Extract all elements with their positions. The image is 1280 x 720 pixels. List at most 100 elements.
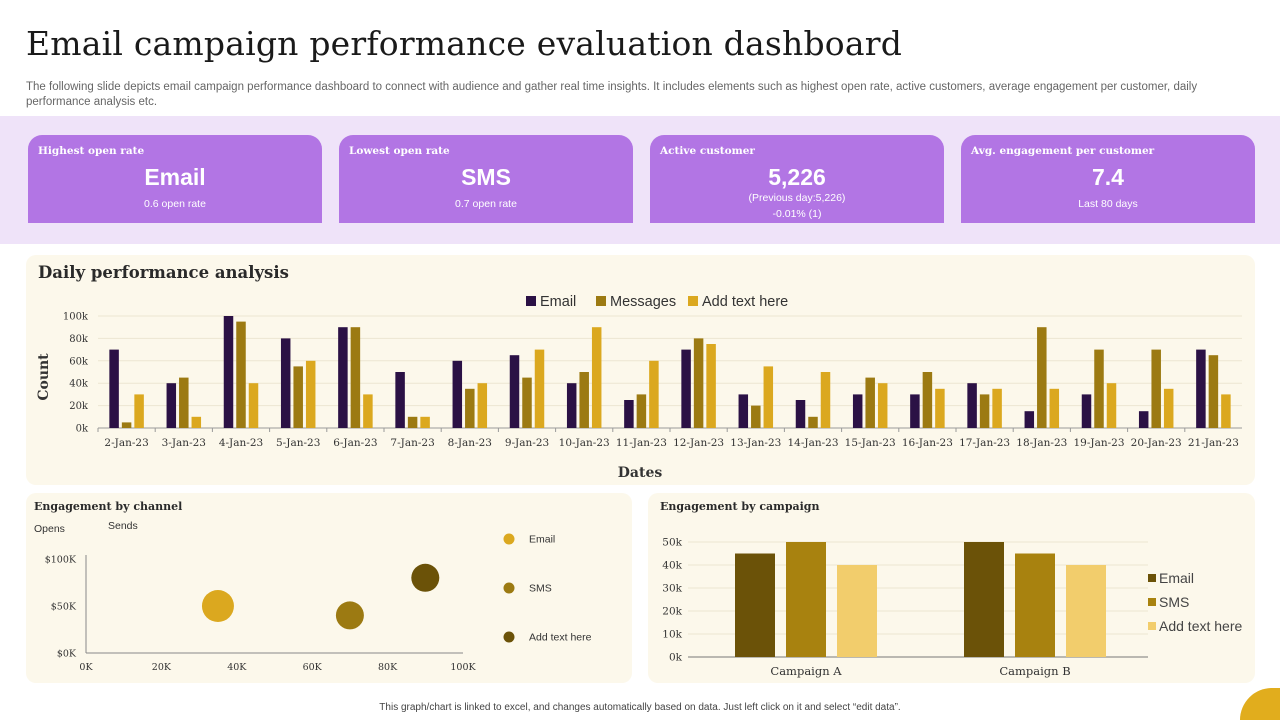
kpi-value: 5,226 [768,164,826,190]
x-tick-label: 9-Jan-23 [505,437,549,449]
x-tick-label: 17-Jan-23 [959,437,1010,449]
legend-label: Add text here [1159,618,1242,634]
legend-marker [503,582,515,594]
bar-add-text-here [649,360,659,428]
bar-messages [407,416,418,428]
x-tick-label: 21-Jan-23 [1188,437,1239,449]
legend-label: Add text here [529,632,592,644]
x-tick-label: 5-Jan-23 [276,437,320,449]
legend-swatch [1148,598,1156,606]
bar-email [452,360,463,428]
bar-add-text-here [1106,383,1117,428]
legend-label: Email [529,534,555,546]
kpi-sub-change: -0.01% (1) [772,208,822,220]
bar-email [624,400,634,428]
bar-add-text-here [591,327,602,428]
bar-add-text-here [820,372,831,428]
x-axis-title: Sends [108,520,138,532]
x-tick-label: 4-Jan-23 [219,437,263,449]
bar-email [223,316,234,428]
bar-email [735,553,775,657]
bubble-sms [335,601,364,630]
kpi-sub: 0.7 open rate [455,198,517,210]
page-subtitle: The following slide depicts email campai… [26,81,1198,108]
bar-sms [786,542,826,657]
bar-email [509,355,520,428]
y-tick-label: $0K [57,649,77,660]
bar-add-text-here [420,416,430,428]
bar-add-text-here [837,565,877,657]
bar-email [738,394,749,428]
kpi-sub: (Previous day:5,226) [748,192,846,204]
y-tick-label: 40k [69,379,89,390]
bar-messages [1208,355,1219,428]
kpi-value: 7.4 [1092,164,1124,190]
bar-add-text-here [363,394,373,428]
page-title: Email campaign performance evaluation da… [26,24,903,63]
bar-messages [465,388,475,428]
bar-messages [350,327,361,428]
x-tick-label: 0K [79,662,93,673]
kpi-label: Highest open rate [38,145,145,157]
bar-email [852,394,863,428]
daily-performance-chart: 0k 20k 40k 60k 80k 100k 2-Jan-23 3-Jan-23 4-Jan-… [36,294,1242,481]
legend-label: Email [540,294,576,310]
kpi-value: SMS [461,164,511,190]
y-tick-label: 20k [662,606,682,618]
bar-email [1024,411,1035,428]
kpi-label: Active customer [660,145,755,157]
bar-email [795,400,806,428]
bar-add-text-here [191,416,202,428]
bar-messages [1037,327,1047,428]
y-axis-title: Count [36,353,52,401]
y-tick-label: 100k [63,312,89,323]
legend-swatch [526,296,536,306]
bubble-add-text-here [411,563,440,592]
bar-add-text-here [134,394,144,428]
y-tick-label: 0k [76,424,89,435]
x-tick-label: 19-Jan-23 [1073,437,1124,449]
bar-email [1196,349,1206,428]
x-tick-label: 40K [227,662,247,673]
bar-email [681,349,691,428]
x-tick-label: 7-Jan-23 [390,437,434,449]
y-tick-label: 0k [669,652,683,664]
bar-messages [579,372,589,428]
x-tick-label: 20K [152,662,172,673]
kpi-card-lowest-open-rate: Lowest open rate SMS 0.7 open rate [339,135,633,223]
x-tick-label: 8-Jan-23 [448,437,492,449]
bar-messages [179,377,189,428]
y-tick-label: 60k [69,356,89,367]
daily-performance-panel: Daily performance analysis 0k 20k 40k 60k 80… [26,255,1255,485]
bar-messages [293,366,303,428]
bar-add-text-here [1049,388,1060,428]
corner-decoration [1240,688,1280,720]
x-tick-label: 10-Jan-23 [559,437,610,449]
bar-sms [1015,553,1055,657]
engagement-by-channel-panel: Engagement by channel $0K $50K $100K 0K 20K 4… [26,493,632,683]
legend-swatch [1148,622,1156,630]
legend-marker [503,631,515,643]
daily-chart-title: Daily performance analysis [38,263,289,282]
bar-email [395,372,405,428]
bar-email [1138,411,1149,428]
bar-messages [1151,349,1161,428]
legend-label: Add text here [702,294,788,310]
bar-messages [751,405,761,428]
bar-messages [236,321,246,428]
bar-messages [522,377,532,428]
y-tick-label: 20k [69,401,89,412]
kpi-sub: Last 80 days [1078,198,1138,210]
x-tick-label: 15-Jan-23 [845,437,896,449]
bar-add-text-here [992,388,1002,428]
bubble-email [201,590,234,622]
y-tick-label: 40k [662,560,682,572]
bar-messages [922,372,933,428]
engagement-by-channel-chart: $0K $50K $100K 0K 20K 40K 60K 80K 100K Opens Sends… [34,520,592,673]
legend-label: SMS [1159,594,1189,610]
bar-email [109,349,119,428]
y-tick-label: $100K [45,555,77,566]
x-tick-label: Campaign B [999,664,1070,678]
legend-swatch [688,296,698,306]
legend-swatch [596,296,606,306]
